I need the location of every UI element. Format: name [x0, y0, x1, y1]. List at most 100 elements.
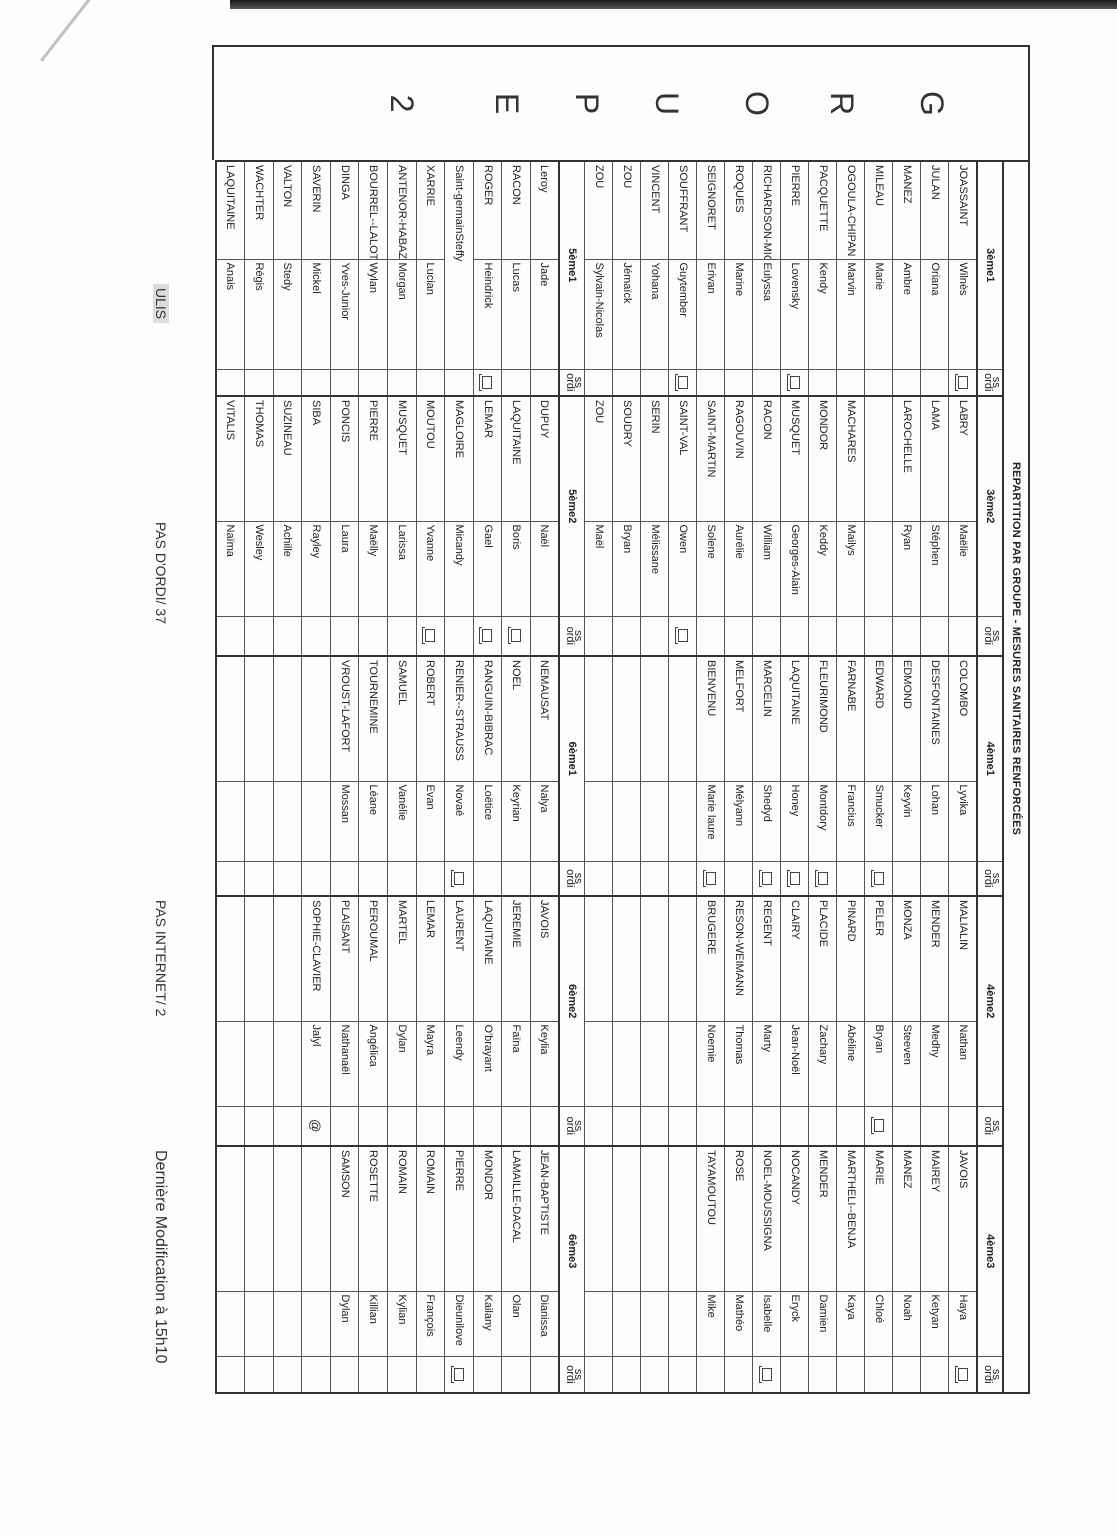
student-first-name [215, 1291, 245, 1356]
no-computer-cell [725, 1106, 753, 1146]
student-first-name: Laura [330, 521, 359, 616]
table-row: Leroy Jade DUPUY Naël NEMAUSAT Nalya JAVOIS Key… [530, 161, 559, 1394]
student-last-name: SUZINEAU [273, 396, 302, 521]
student-last-name [301, 656, 331, 781]
student-last-name: XARRIE [416, 161, 445, 259]
table-row: SEIGNORET Erivan SAINT-MARTIN Solene BIENVEN… [697, 161, 725, 1394]
student-first-name [613, 1291, 641, 1356]
no-computer-cell [669, 1356, 697, 1394]
student-last-name: THOMAS [244, 396, 274, 521]
computer-icon [789, 375, 800, 389]
student-first-name: Smucker [865, 781, 893, 861]
no-computer-cell [725, 1356, 753, 1394]
student-first-name: Mayra [416, 1021, 445, 1106]
student-first-name: Anais [215, 259, 245, 369]
no-computer-cell [781, 616, 809, 656]
no-computer-cell [501, 861, 531, 896]
student-last-name [641, 1146, 669, 1291]
student-first-name: Isabelle [753, 1291, 781, 1356]
no-computer-cell [697, 616, 725, 656]
student-first-name: François [416, 1291, 445, 1356]
no-computer-cell [865, 861, 893, 896]
computer-icon [482, 629, 493, 643]
student-first-name [669, 1291, 697, 1356]
student-first-name: Vanélie [387, 781, 417, 861]
computer-icon [957, 1367, 968, 1381]
no-computer-cell [273, 861, 302, 896]
student-last-name: VALTON [273, 161, 302, 259]
no-computer-cell [473, 1356, 502, 1394]
no-computer-cell [444, 1106, 474, 1146]
no-computer-cell [669, 616, 697, 656]
student-last-name [215, 1146, 245, 1291]
student-first-name: Marie [865, 259, 893, 369]
no-computer-cell [358, 369, 388, 396]
student-last-name: SAMUEL [387, 656, 417, 781]
student-last-name: MANEZ [893, 1146, 921, 1291]
table-row: VALTON Stedy SUZINEAU Achille [273, 161, 302, 1394]
student-first-name [215, 1021, 245, 1106]
student-last-name: RENIER--STRAUSS [444, 656, 474, 781]
student-last-name: RANGUIN-BIBRAC [473, 656, 502, 781]
no-computer-cell [697, 861, 725, 896]
student-last-name: FLEURIMOND [809, 656, 837, 781]
student-first-name [669, 781, 697, 861]
computer-icon [957, 375, 968, 389]
ordi-label: ordi [564, 1116, 577, 1135]
student-first-name: Wesley [244, 521, 274, 616]
student-last-name: MAGLOIRE [444, 396, 474, 521]
student-last-name: MALIALIN [949, 896, 977, 1021]
student-last-name [244, 896, 274, 1021]
computer-icon [511, 629, 522, 643]
student-last-name: MARIE [865, 1146, 893, 1291]
no-computer-cell [244, 616, 274, 656]
student-last-name [585, 1146, 613, 1291]
class-header-row: 3ème1 ss ordi 3ème2 ss ordi 4ème1 ss ordi 4ème2 ss… [977, 161, 1003, 1394]
computer-icon [425, 629, 436, 643]
student-first-name: Medhy [921, 1021, 949, 1106]
no-computer-cell [921, 369, 949, 396]
no-computer-cell [244, 369, 274, 396]
student-first-name: Morgan [387, 259, 417, 369]
repartition-table: REPARTITION PAR GROUPE - MESURES SANITAI… [214, 160, 1030, 1395]
student-last-name: JEREMIE [501, 896, 531, 1021]
student-first-name: Aurélie [725, 521, 753, 616]
student-last-name [301, 1146, 331, 1291]
computer-icon [817, 871, 828, 885]
student-last-name [215, 896, 245, 1021]
no-computer-cell [753, 616, 781, 656]
student-last-name: PELER [865, 896, 893, 1021]
student-first-name: Régis [244, 259, 274, 369]
no-computer-cell [473, 1106, 502, 1146]
student-first-name [613, 781, 641, 861]
student-first-name [641, 781, 669, 861]
student-first-name: Kaya [837, 1291, 865, 1356]
student-last-name: CLAIRY [781, 896, 809, 1021]
table-row: VINCENT Yohana SERIN Mélissane [641, 161, 669, 1394]
table-row: SOUFFRANT Guytember SAINT-VAL Owen [669, 161, 697, 1394]
no-computer-cell [921, 1106, 949, 1146]
table-row: ZOU Sylvain-Nicolas ZOU Maël [585, 161, 613, 1394]
student-last-name: LAQUITAINE [781, 656, 809, 781]
student-last-name: LAMAILLE-DACAL [501, 1146, 531, 1291]
student-first-name: Noah [893, 1291, 921, 1356]
student-first-name: Maëlly [358, 521, 388, 616]
student-first-name: Chloé [865, 1291, 893, 1356]
student-first-name: Dylan [387, 1021, 417, 1106]
no-computer-cell [416, 1356, 445, 1394]
student-last-name: MONDOR [809, 396, 837, 521]
no-computer-header: ss ordi [559, 616, 585, 656]
student-last-name: SOUDRY [613, 396, 641, 521]
student-last-name: VINCENT [641, 161, 669, 259]
student-first-name [641, 1021, 669, 1106]
student-first-name: Ambre [893, 259, 921, 369]
no-computer-header: ss ordi [559, 1106, 585, 1146]
student-last-name: LAQUITAINE [473, 896, 502, 1021]
no-computer-cell [473, 616, 502, 656]
group-letter: 2 [384, 94, 420, 113]
no-computer-cell [473, 861, 502, 896]
no-computer-cell [893, 1106, 921, 1146]
no-computer-cell [585, 861, 613, 896]
table-row: PACQUETTE Kendy MONDOR Keddy FLEURIMOND Montd… [809, 161, 837, 1394]
